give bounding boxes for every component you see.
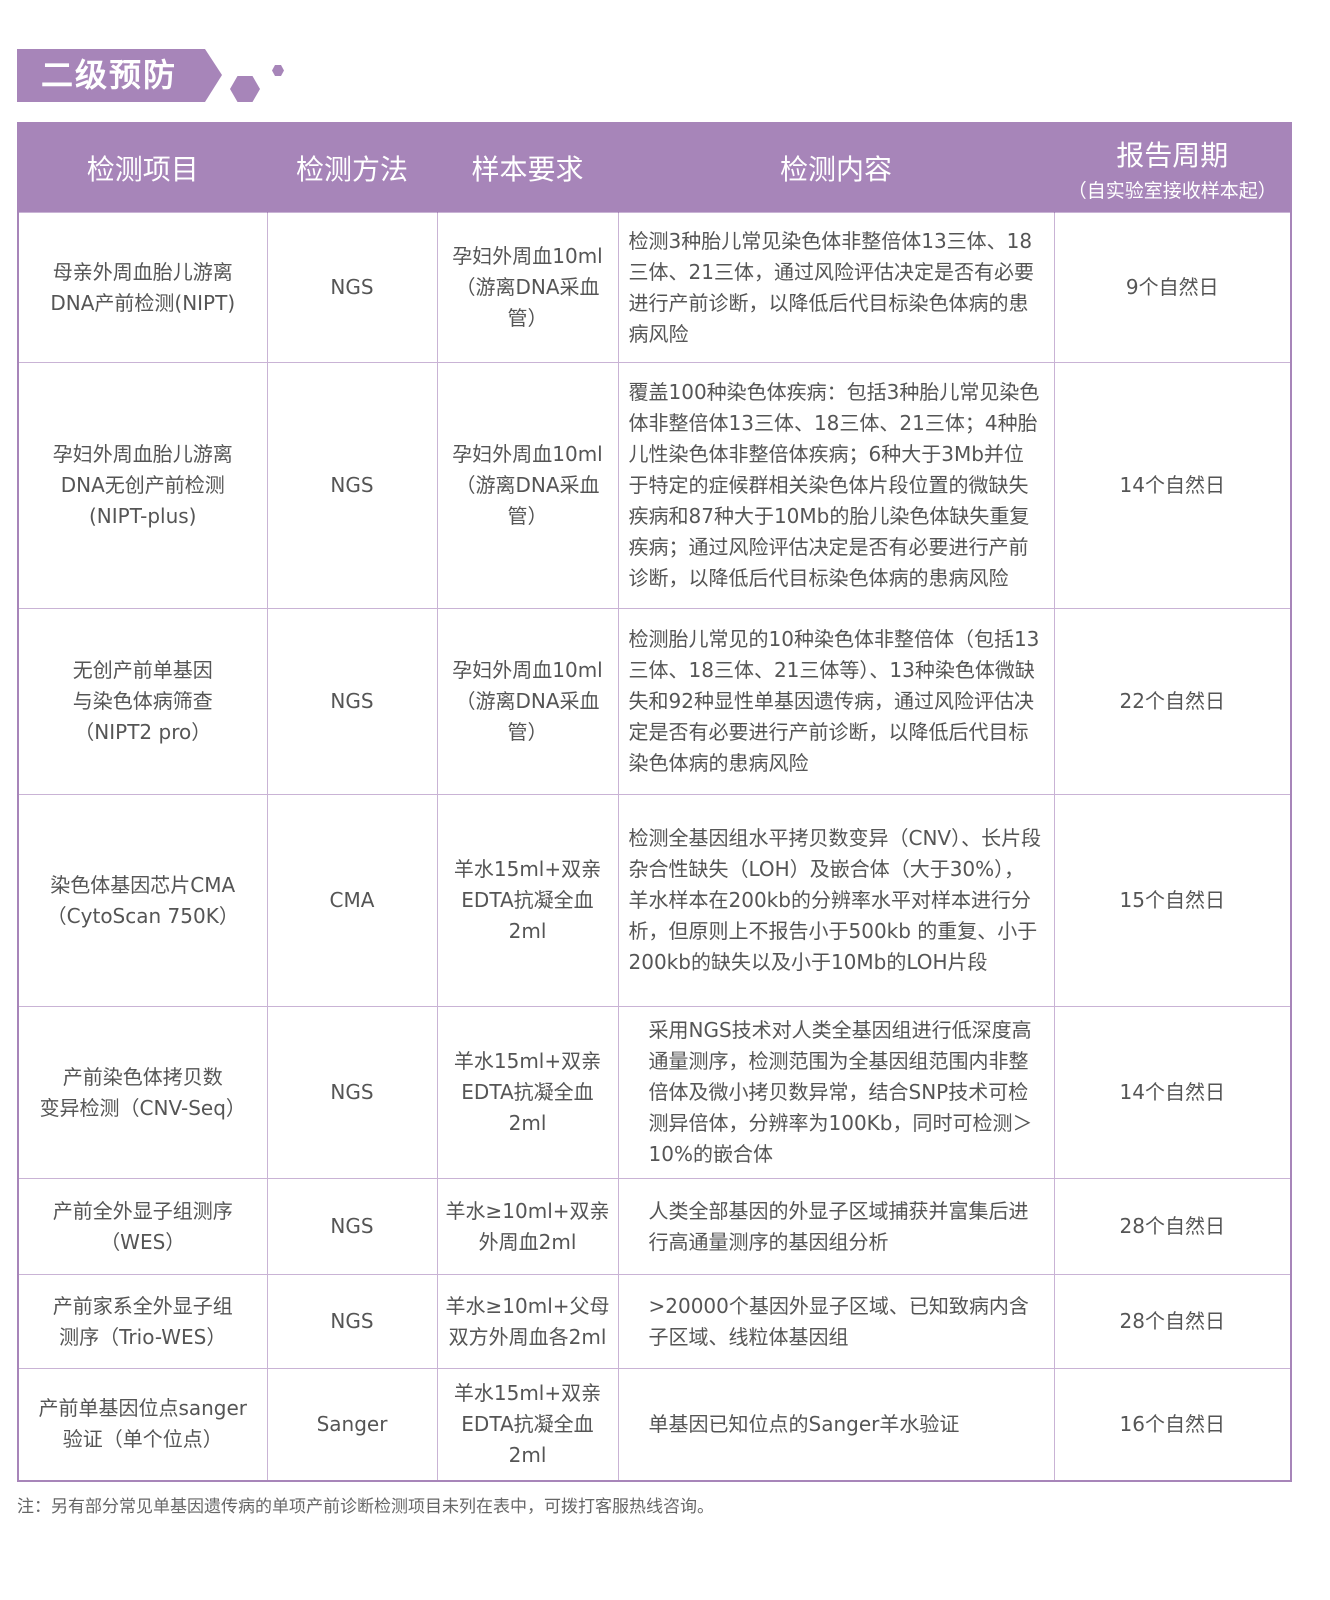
cell-period: 9个自然日 xyxy=(1053,212,1292,363)
cell-period: 14个自然日 xyxy=(1053,362,1292,609)
cell-content: 单基因已知位点的Sanger羊水验证 xyxy=(617,1368,1055,1481)
header-period: 报告周期 （自实验室接收样本起） xyxy=(1053,123,1291,213)
header-content: 检测内容 xyxy=(617,123,1054,213)
cell-method: NGS xyxy=(266,1274,438,1369)
table-row: 染色体基因芯片CMA （CytoScan 750K） CMA 羊水15ml+双亲 E… xyxy=(17,794,1292,1007)
header-period-label: 报告周期 xyxy=(1116,138,1229,172)
cell-content: >20000个基因外显子区域、已知致病内含子区域、线粒体基因组 xyxy=(617,1274,1055,1369)
table-row: 孕妇外周血胎儿游离 DNA无创产前检测 (NIPT-plus) NGS 孕妇外周血1… xyxy=(17,362,1292,609)
cell-content: 检测胎儿常见的10种染色体非整倍体（包括13三体、18三体、21三体等）、13种… xyxy=(617,608,1055,795)
cell-item: 产前单基因位点sanger 验证（单个位点） xyxy=(17,1368,268,1481)
table-row: 产前染色体拷贝数 变异检测（CNV-Seq） NGS 羊水15ml+双亲 EDTA抗… xyxy=(17,1006,1292,1179)
cell-item: 染色体基因芯片CMA （CytoScan 750K） xyxy=(17,794,268,1007)
cell-sample: 羊水≥10ml+父母 双方外周血各2ml xyxy=(436,1274,619,1369)
cell-method: NGS xyxy=(266,1006,438,1179)
table-row: 产前家系全外显子组 测序（Trio-WES） NGS 羊水≥10ml+父母 双方外周… xyxy=(17,1274,1292,1369)
table-header-row: 检测项目 检测方法 样本要求 检测内容 报告周期 （自实验室接收样本起） xyxy=(17,123,1291,213)
cell-method: NGS xyxy=(266,362,438,609)
section-title: 二级预防 xyxy=(41,56,178,94)
cell-item: 无创产前单基因 与染色体病筛查 （NIPT2 pro） xyxy=(17,608,268,795)
cell-period: 16个自然日 xyxy=(1053,1368,1292,1481)
header-period-sub: （自实验室接收样本起） xyxy=(1067,179,1277,202)
cell-content: 覆盖100种染色体疾病：包括3种胎儿常见染色体非整倍体13三体、18三体、21三… xyxy=(617,362,1055,609)
cell-sample: 孕妇外周血10ml （游离DNA采血管） xyxy=(436,212,619,363)
cell-method: NGS xyxy=(266,1178,438,1275)
cell-content: 采用NGS技术对人类全基因组进行低深度高通量测序，检测范围为全基因组范围内非整倍… xyxy=(617,1006,1055,1179)
cell-item: 产前家系全外显子组 测序（Trio-WES） xyxy=(17,1274,268,1369)
cell-period: 15个自然日 xyxy=(1053,794,1292,1007)
test-table: 检测项目 检测方法 样本要求 检测内容 报告周期 （自实验室接收样本起） 母亲外周… xyxy=(17,122,1292,1482)
table-row: 无创产前单基因 与染色体病筛查 （NIPT2 pro） NGS 孕妇外周血10ml … xyxy=(17,608,1292,795)
section-title-banner: 二级预防 xyxy=(17,49,222,102)
cell-sample: 羊水≥10ml+双亲 外周血2ml xyxy=(436,1178,619,1275)
cell-item: 产前染色体拷贝数 变异检测（CNV-Seq） xyxy=(17,1006,268,1179)
table-row: 产前单基因位点sanger 验证（单个位点） Sanger 羊水15ml+双亲 ED… xyxy=(17,1368,1292,1481)
cell-item: 孕妇外周血胎儿游离 DNA无创产前检测 (NIPT-plus) xyxy=(17,362,268,609)
cell-period: 14个自然日 xyxy=(1053,1006,1292,1179)
cell-sample: 孕妇外周血10ml （游离DNA采血管） xyxy=(436,362,619,609)
table-row: 产前全外显子组测序 （WES） NGS 羊水≥10ml+双亲 外周血2ml 人类全部基… xyxy=(17,1178,1292,1275)
table-row: 母亲外周血胎儿游离 DNA产前检测(NIPT) NGS 孕妇外周血10ml （游离D… xyxy=(17,212,1292,363)
cell-period: 28个自然日 xyxy=(1053,1178,1292,1275)
cell-sample: 羊水15ml+双亲 EDTA抗凝全血 2ml xyxy=(436,794,619,1007)
cell-period: 22个自然日 xyxy=(1053,608,1292,795)
cell-method: Sanger xyxy=(266,1368,438,1481)
header-method: 检测方法 xyxy=(266,123,437,213)
header-item: 检测项目 xyxy=(17,123,267,213)
hexagon-decoration-icon xyxy=(230,76,260,102)
cell-sample: 孕妇外周血10ml （游离DNA采血管） xyxy=(436,608,619,795)
footnote: 注：另有部分常见单基因遗传病的单项产前诊断检测项目未列在表中，可拨打客服热线咨询… xyxy=(17,1497,714,1517)
cell-method: CMA xyxy=(266,794,438,1007)
hexagon-decoration-icon xyxy=(272,65,284,76)
cell-method: NGS xyxy=(266,212,438,363)
cell-item: 产前全外显子组测序 （WES） xyxy=(17,1178,268,1275)
cell-method: NGS xyxy=(266,608,438,795)
header-sample: 样本要求 xyxy=(436,123,618,213)
cell-sample: 羊水15ml+双亲 EDTA抗凝全血 2ml xyxy=(436,1368,619,1481)
cell-content: 人类全部基因的外显子区域捕获并富集后进行高通量测序的基因组分析 xyxy=(617,1178,1055,1275)
cell-period: 28个自然日 xyxy=(1053,1274,1292,1369)
cell-content: 检测3种胎儿常见染色体非整倍体13三体、18三体、21三体，通过风险评估决定是否… xyxy=(617,212,1055,363)
cell-sample: 羊水15ml+双亲 EDTA抗凝全血 2ml xyxy=(436,1006,619,1179)
cell-content: 检测全基因组水平拷贝数变异（CNV）、长片段杂合性缺失（LOH）及嵌合体（大于3… xyxy=(617,794,1055,1007)
cell-item: 母亲外周血胎儿游离 DNA产前检测(NIPT) xyxy=(17,212,268,363)
